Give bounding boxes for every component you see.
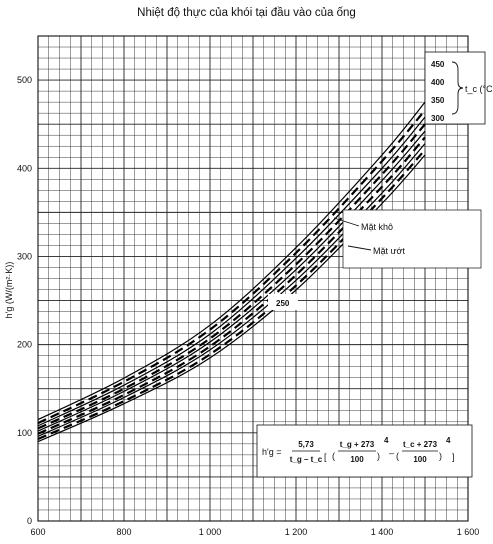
formula-den-b: 100 [413, 455, 427, 464]
x-tick-label: 1 600 [457, 527, 480, 537]
legend: 450 400 350 300 t_c (°C) [424, 51, 493, 125]
series-lines [37, 101, 426, 443]
series-line-250 [37, 154, 426, 443]
legend-entry-350: 350 [431, 96, 445, 105]
formula-num-b: t_c + 273 [403, 440, 438, 449]
svg-text:(: ( [396, 451, 399, 461]
label-250: 250 [276, 299, 290, 308]
svg-text:–: – [389, 448, 394, 458]
formula-den-a: 100 [350, 455, 364, 464]
x-tick-label: 1 400 [371, 527, 394, 537]
x-axis: 600 800 1 000 1 200 1 400 1 600 [30, 527, 479, 537]
legend-brace-icon [451, 61, 464, 115]
svg-text:): ) [377, 451, 380, 461]
series-line-wet-6 [37, 123, 426, 430]
formula-exp-b: 4 [446, 436, 451, 445]
series-line-wet-7 [37, 136, 426, 435]
y-axis-label: h'g (W/(m²·K)) [4, 262, 14, 319]
formula-num-a: t_g + 273 [340, 440, 375, 449]
series-line-300 [37, 143, 426, 437]
plot-border [37, 35, 469, 522]
svg-text:(: ( [332, 451, 335, 461]
formula-exp-a: 4 [384, 436, 389, 445]
svg-text:): ) [439, 451, 442, 461]
wet-surface-label: Mặt ướt [373, 246, 405, 256]
formula-coef: 5,73 [298, 440, 314, 449]
y-tick-label: 400 [17, 163, 32, 173]
chart-title: Nhiệt độ thực của khói tại đầu vào của ố… [137, 7, 356, 19]
formula-bracket-open: [ [324, 452, 327, 462]
x-tick-label: 800 [116, 527, 131, 537]
series-line-400 [37, 116, 426, 427]
surface-annotation: Mặt khô Mặt ướt [333, 209, 482, 269]
formula-box: h'g = 5,73 t_g – t_c [ ( t_g + 273 100 )… [256, 424, 473, 478]
legend-group-label: t_c (°C) [465, 84, 493, 94]
y-tick-label: 0 [27, 516, 32, 526]
series-line-350 [37, 130, 426, 432]
y-tick-label: 500 [17, 75, 32, 85]
series-line-wet-5 [37, 109, 426, 425]
series-250-label: 250 [268, 294, 298, 310]
x-tick-label: 1 000 [199, 527, 222, 537]
x-tick-label: 600 [30, 527, 45, 537]
y-axis: 0 100 200 300 400 500 [17, 75, 32, 526]
dry-surface-label: Mặt khô [361, 222, 393, 232]
formula-den1: t_g – t_c [290, 455, 323, 464]
legend-entry-300: 300 [431, 114, 445, 123]
series-line-wet-8 [37, 149, 426, 441]
formula-bracket-close: ] [452, 452, 455, 462]
legend-entry-450: 450 [431, 60, 445, 69]
x-tick-label: 1 200 [285, 527, 308, 537]
formula-lhs: h'g = [262, 447, 282, 457]
series-line-450 [37, 101, 426, 421]
y-tick-label: 100 [17, 428, 32, 438]
y-tick-label: 300 [17, 251, 32, 261]
y-tick-label: 200 [17, 340, 32, 350]
legend-entry-400: 400 [431, 78, 445, 87]
plot-frame [37, 35, 469, 522]
